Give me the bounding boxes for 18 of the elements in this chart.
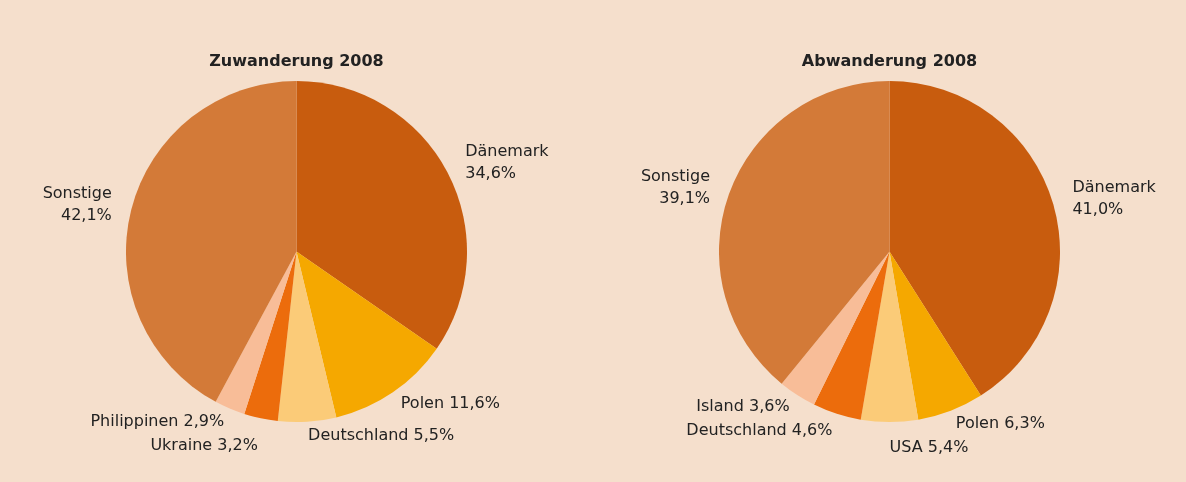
slice-label: Deutschland 4,6% <box>686 419 833 439</box>
slice-label: Sonstige <box>42 183 112 203</box>
slice-label: Sonstige <box>640 165 711 185</box>
slice-label: Island 3,6% <box>696 395 790 415</box>
slice-label: Deutschland 5,5% <box>308 424 455 444</box>
slice-label: Dänemark <box>465 141 550 161</box>
data-label: 42,1% <box>60 205 112 225</box>
slice-label: Dänemark <box>1072 176 1157 196</box>
chart-title: Zuwanderung 2008 <box>209 50 384 70</box>
slice-label: Ukraine 3,2% <box>150 434 258 454</box>
slice-label: Polen 11,6% <box>400 392 500 412</box>
slice-label: USA 5,4% <box>889 436 969 456</box>
data-label: 34,6% <box>465 163 517 183</box>
chart-title: Abwanderung 2008 <box>801 50 978 70</box>
data-label: 39,1% <box>659 187 711 207</box>
slice-label: Polen 6,3% <box>955 412 1045 432</box>
slice-label: Philippinen 2,9% <box>90 410 225 430</box>
data-label: 41,0% <box>1072 198 1124 218</box>
